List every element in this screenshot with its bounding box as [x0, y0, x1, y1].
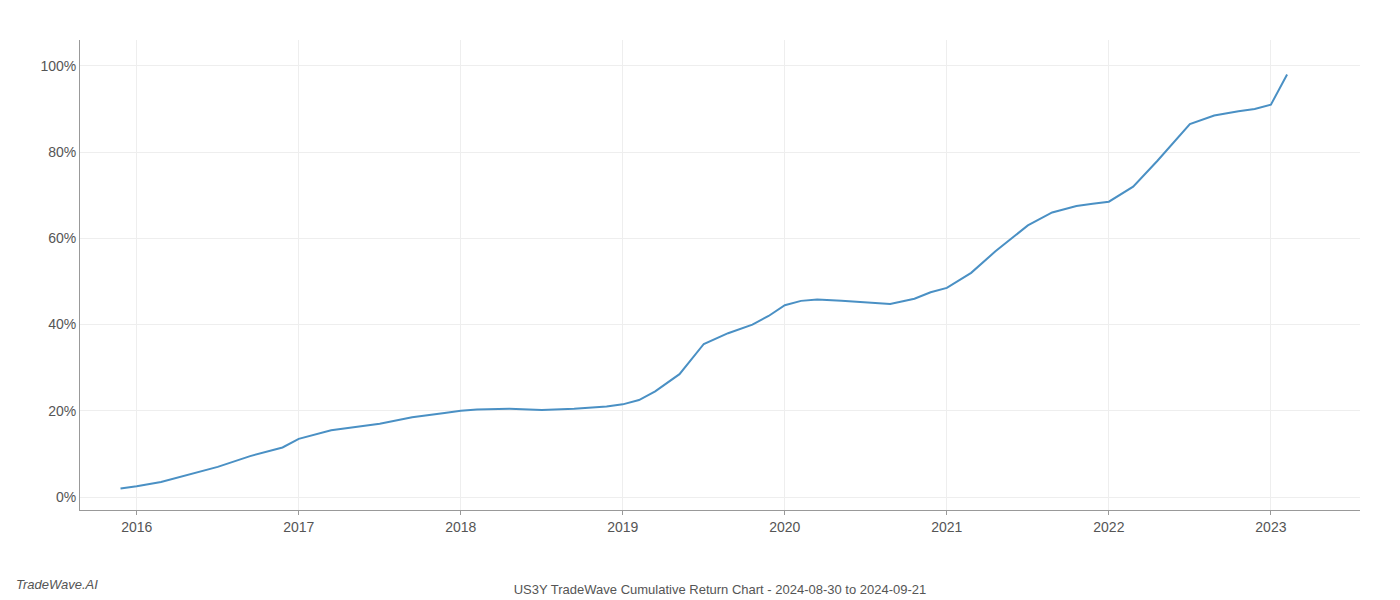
svg-text:40%: 40% — [48, 316, 76, 332]
svg-text:20%: 20% — [48, 403, 76, 419]
svg-text:100%: 100% — [40, 58, 76, 74]
svg-text:2023: 2023 — [1255, 519, 1286, 535]
svg-text:2020: 2020 — [769, 519, 800, 535]
svg-text:60%: 60% — [48, 230, 76, 246]
svg-text:2021: 2021 — [931, 519, 962, 535]
svg-text:2019: 2019 — [607, 519, 638, 535]
svg-text:US3Y TradeWave Cumulative Retu: US3Y TradeWave Cumulative Return Chart -… — [514, 582, 927, 597]
svg-text:2022: 2022 — [1093, 519, 1124, 535]
svg-text:TradeWave.AI: TradeWave.AI — [16, 577, 98, 592]
svg-text:0%: 0% — [56, 489, 76, 505]
svg-text:2017: 2017 — [283, 519, 314, 535]
svg-text:2018: 2018 — [445, 519, 476, 535]
svg-text:80%: 80% — [48, 144, 76, 160]
svg-text:2016: 2016 — [121, 519, 152, 535]
